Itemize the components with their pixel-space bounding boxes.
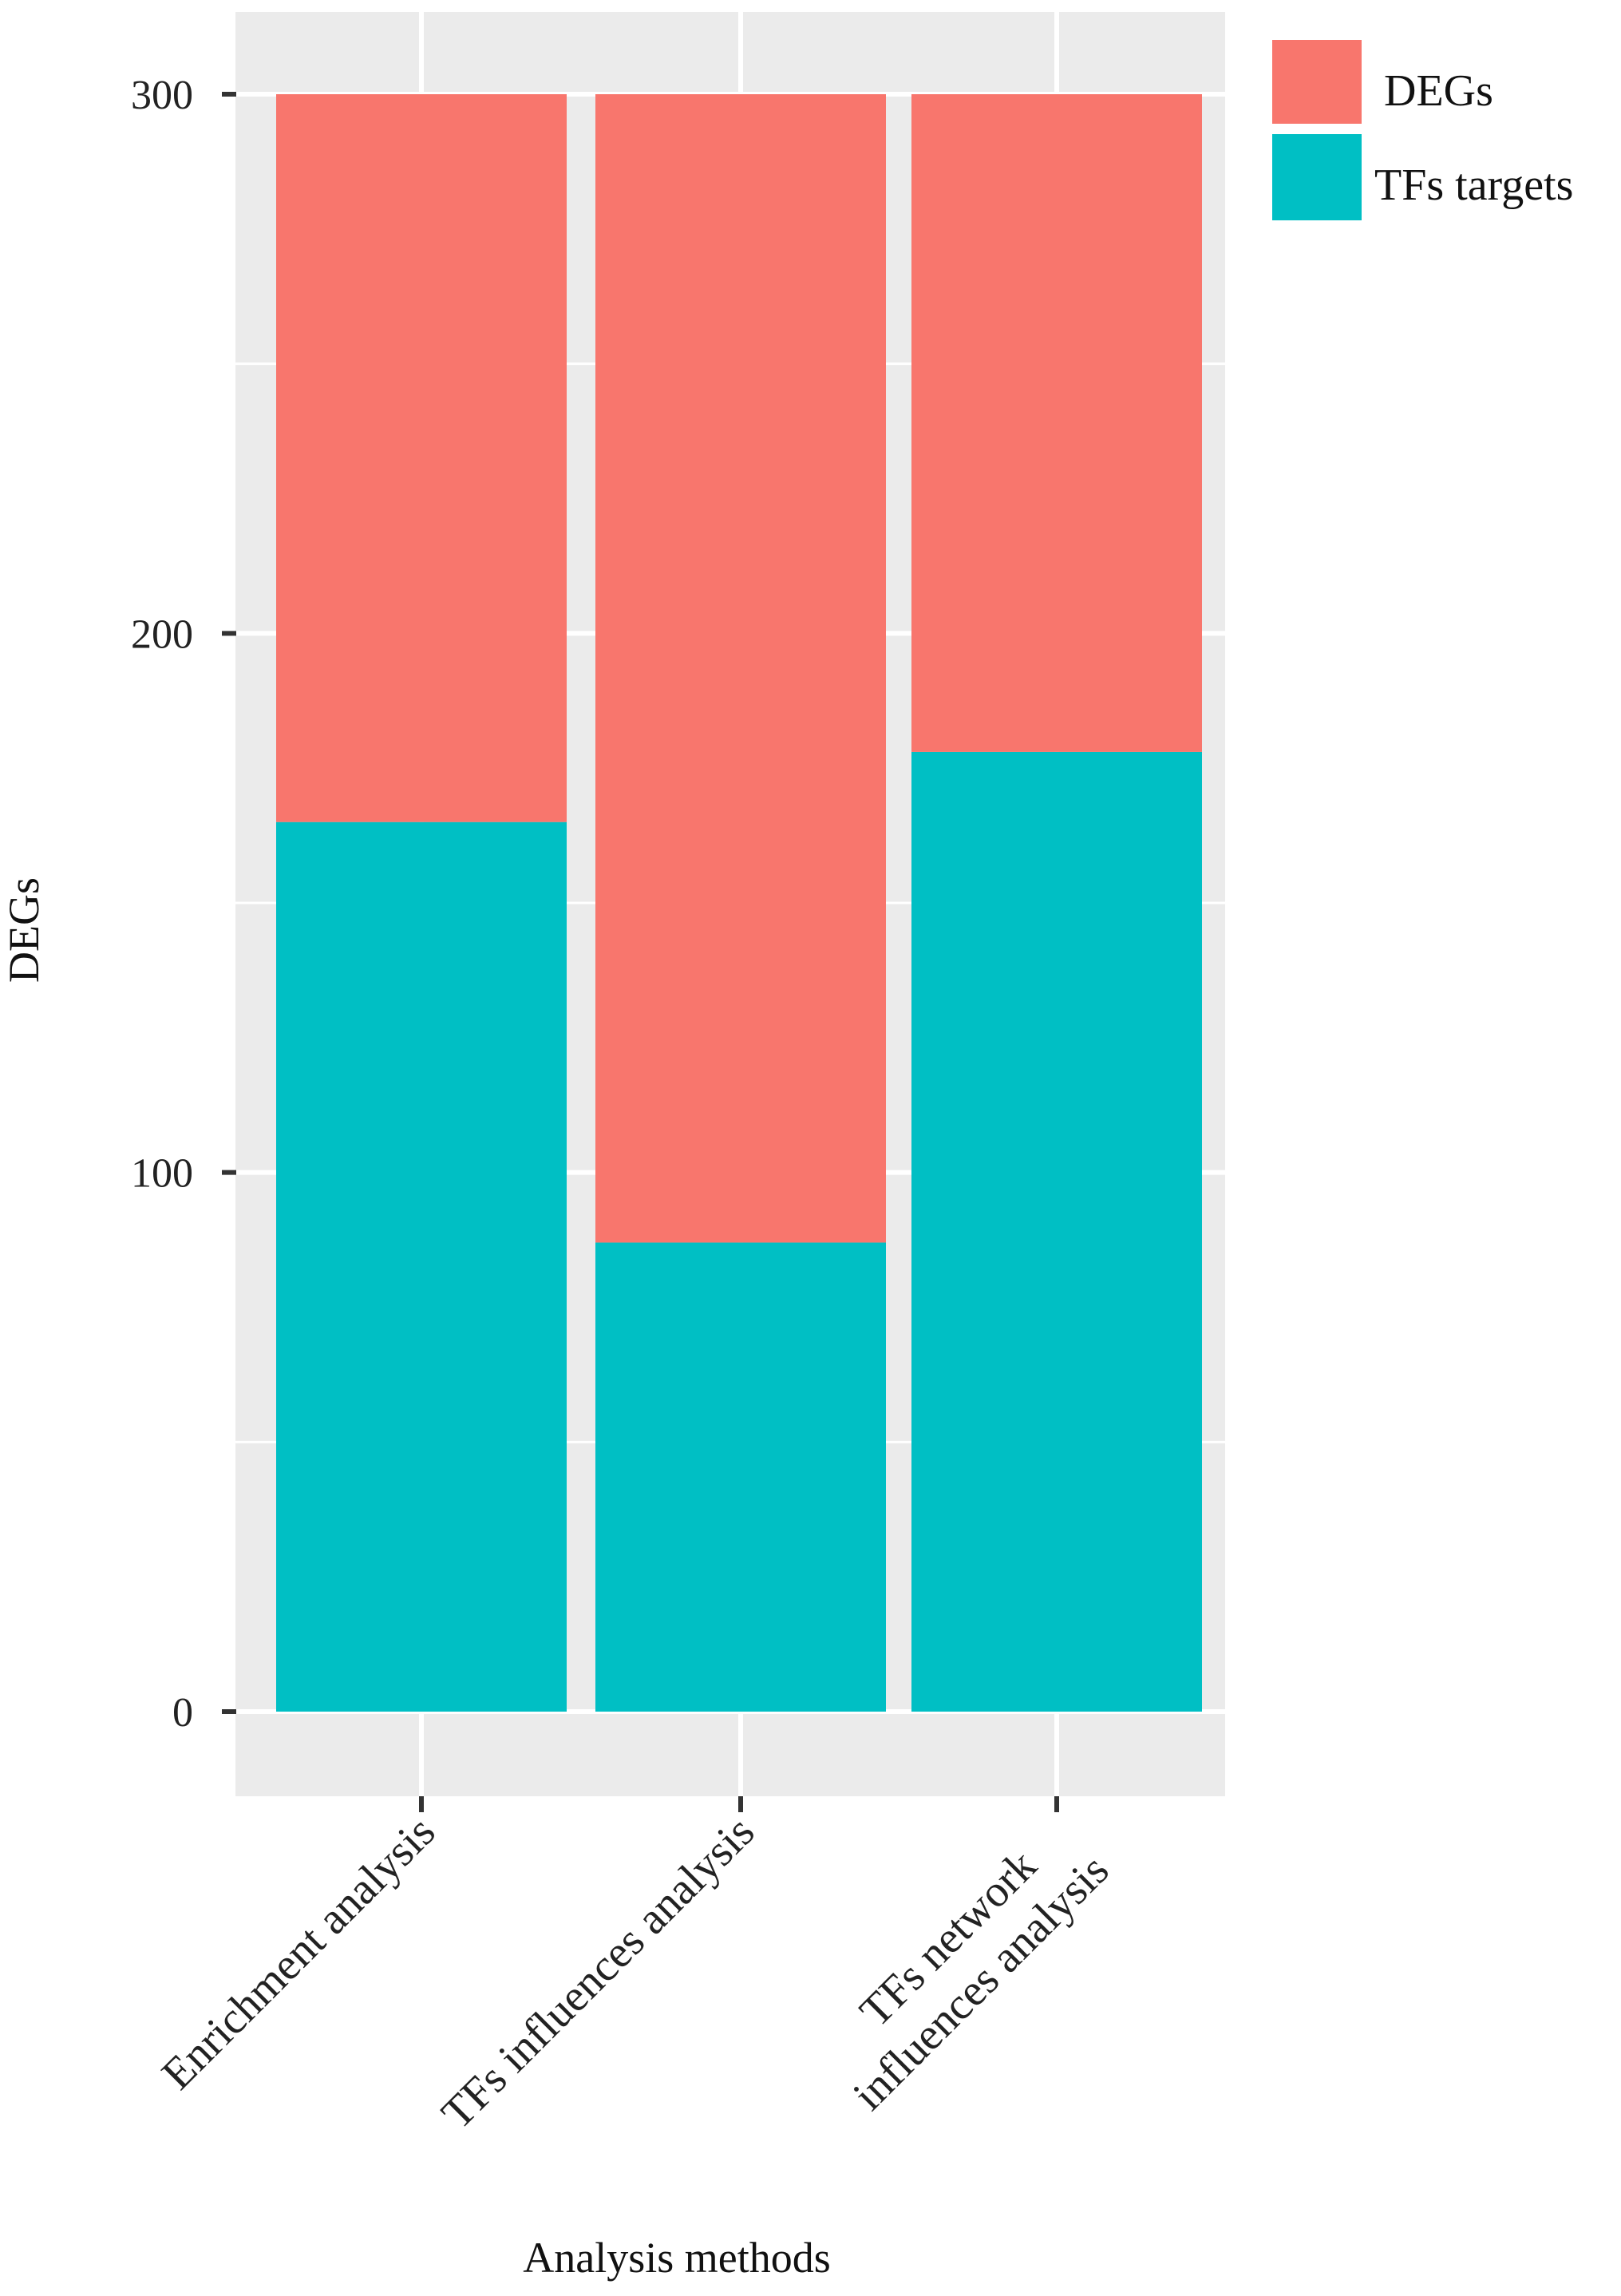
x-axis-title: Analysis methods [523, 2234, 831, 2282]
x-tick-label: TFs influences analysis [433, 1807, 765, 2139]
bar-degs [911, 94, 1202, 752]
x-tick-label: Enrichment analysis [152, 1807, 445, 2099]
y-axis-title: DEGs [0, 877, 48, 983]
legend: DEGs TFs targets [1272, 40, 1573, 220]
y-tick-label: 300 [131, 73, 193, 118]
y-tick-label: 100 [131, 1151, 193, 1197]
x-tick-label-line: Enrichment analysis [152, 1807, 445, 2099]
bar-tfs-targets [595, 1242, 886, 1712]
legend-swatch-tfs-targets [1272, 134, 1362, 220]
bar-degs [276, 94, 567, 822]
bar-degs [595, 94, 886, 1243]
bar-tfs-targets [276, 821, 567, 1712]
bars [276, 94, 1202, 1712]
legend-label-degs: DEGs [1384, 66, 1493, 116]
legend-swatch-degs [1272, 40, 1362, 124]
y-tick-label: 0 [172, 1690, 193, 1736]
legend-label-tfs-targets: TFs targets [1374, 160, 1573, 210]
x-tick-label-line: TFs influences analysis [433, 1807, 765, 2139]
y-tick-label: 200 [131, 612, 193, 657]
x-tick-label: TFs networkinfluences analysis [805, 1807, 1118, 2120]
bar-tfs-targets [911, 751, 1202, 1712]
